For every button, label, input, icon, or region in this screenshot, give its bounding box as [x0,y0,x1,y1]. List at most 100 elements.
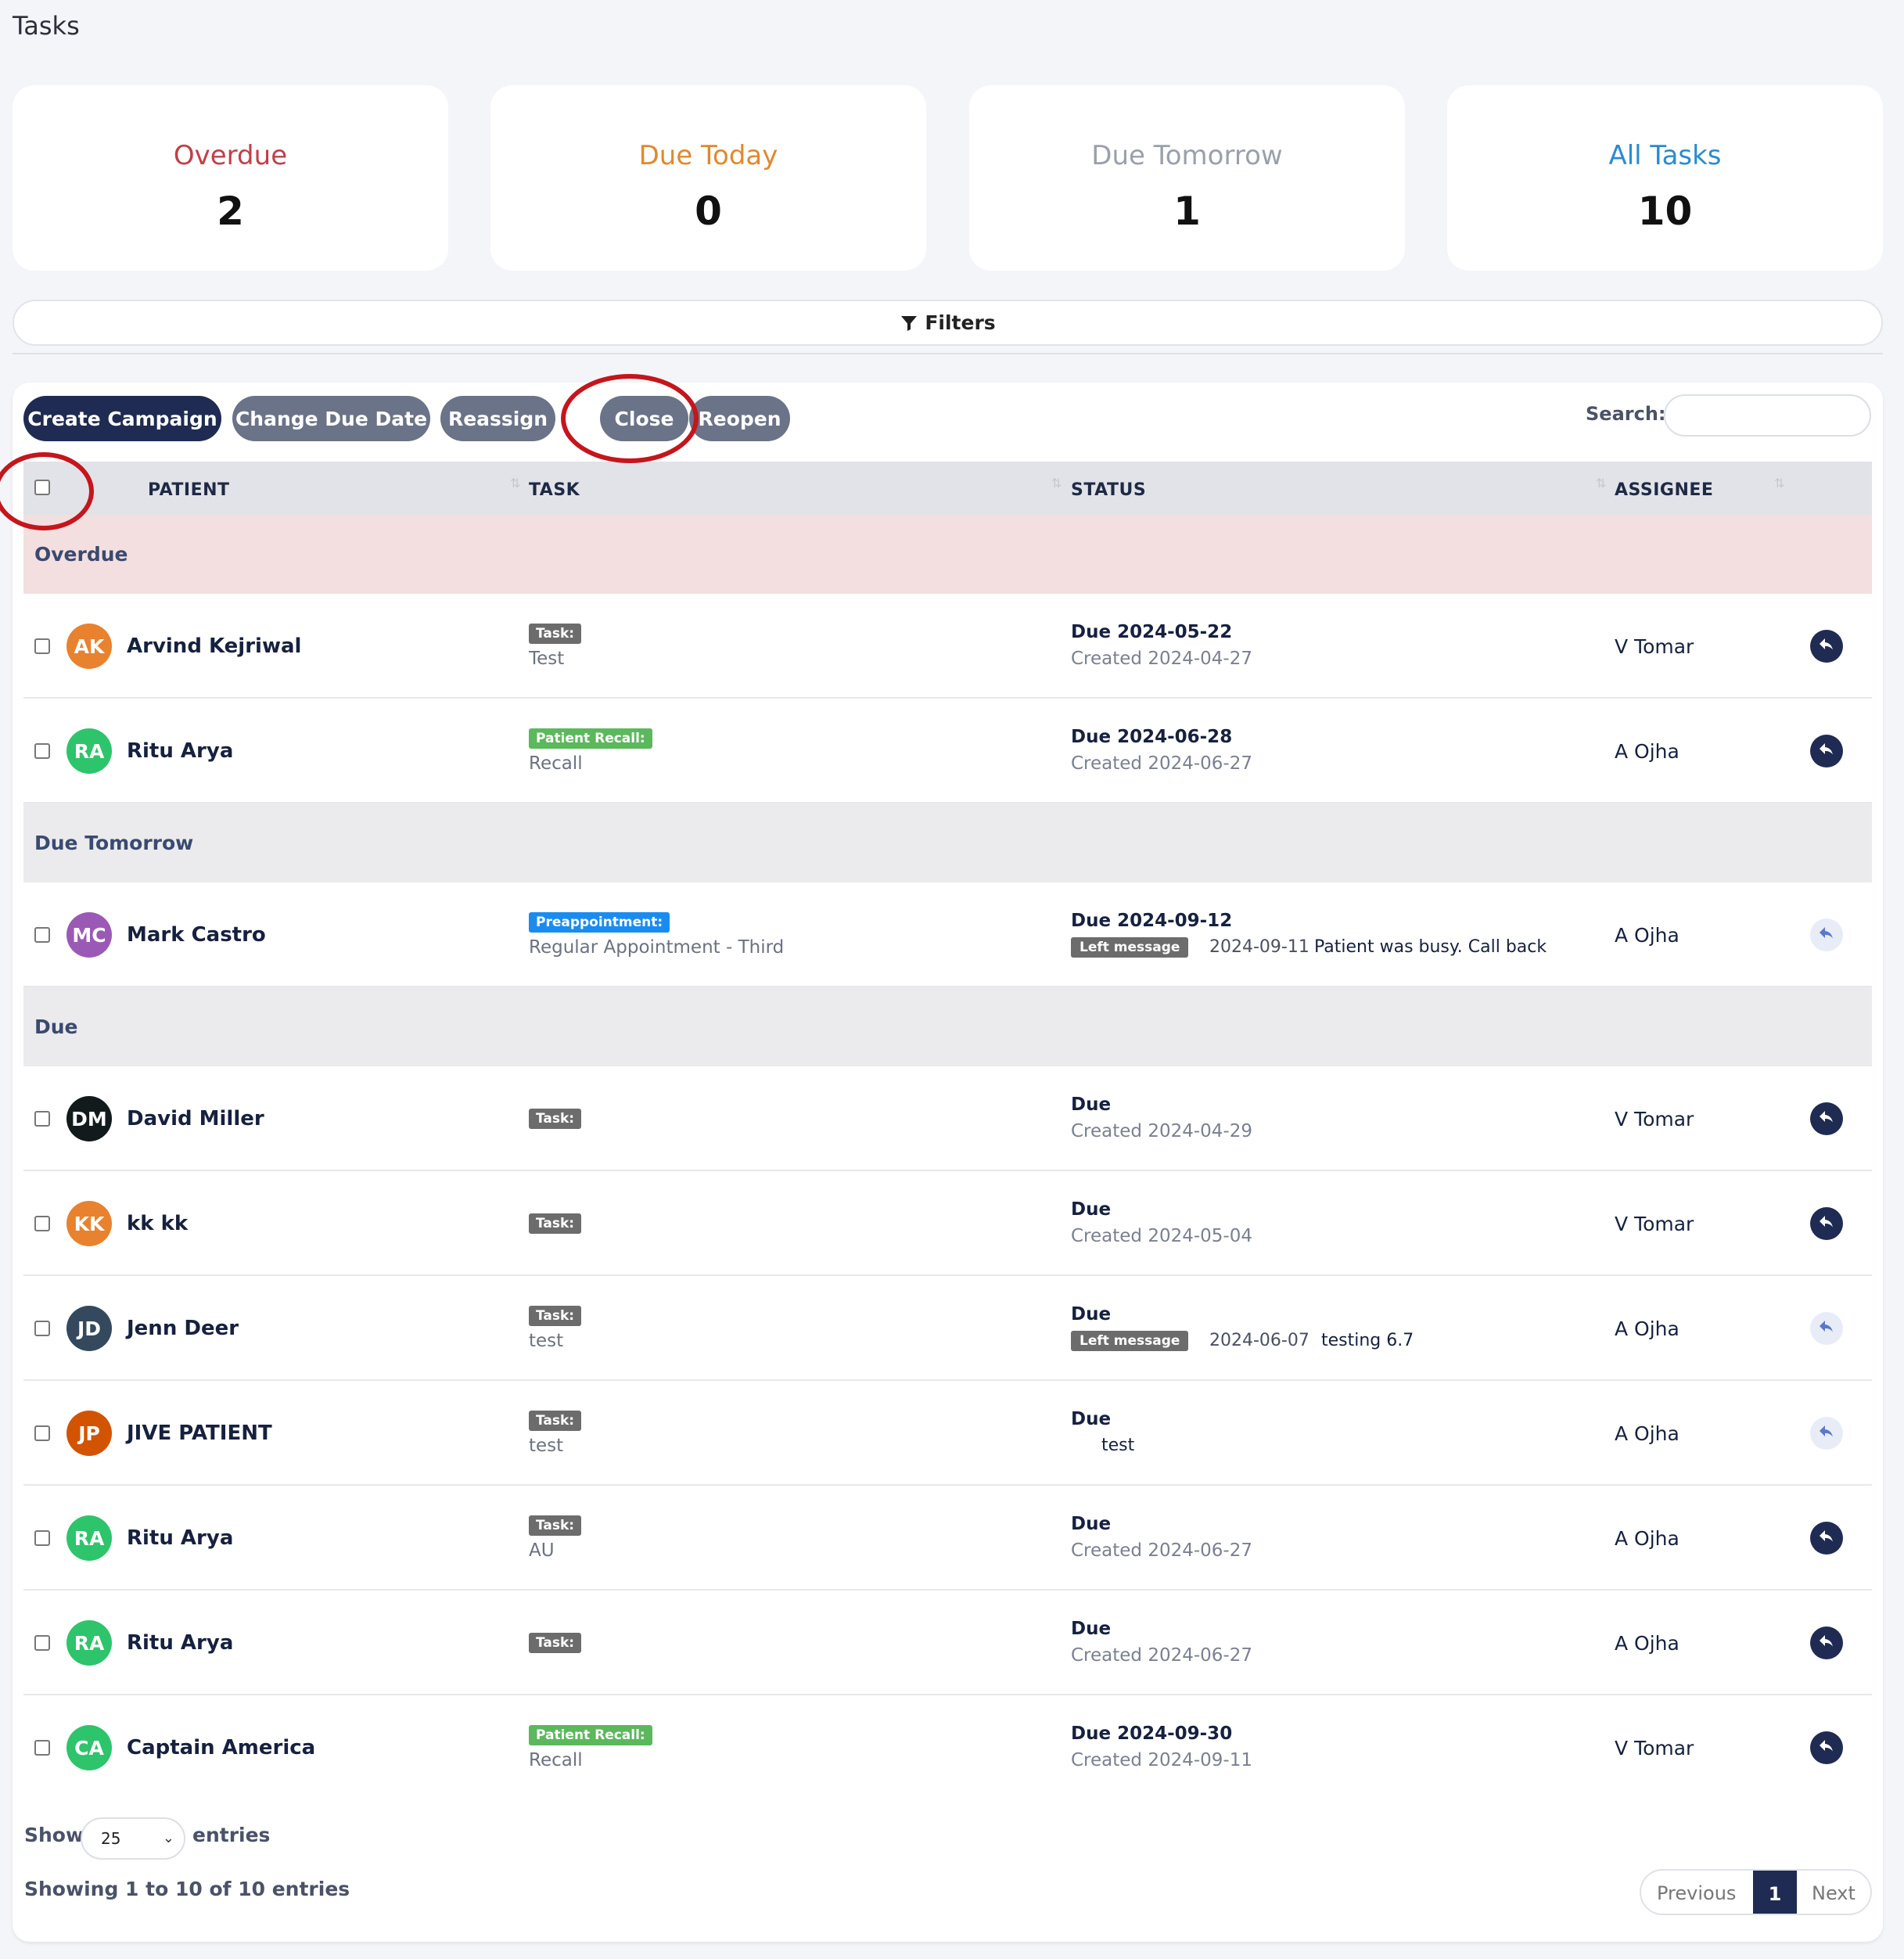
page-title: Tasks [13,11,80,41]
due-date: Due 2024-09-12 [1071,911,1233,931]
due-date: Due [1071,1095,1112,1115]
card-due-tomorrow[interactable]: Due Tomorrow 1 [969,85,1405,271]
patient-name[interactable]: Ritu Arya [127,739,234,763]
task-type-badge: Task: [529,1411,582,1431]
due-date: Due [1071,1199,1112,1220]
change-due-date-button[interactable]: Change Due Date [232,396,430,441]
divider [13,353,1883,354]
table-row[interactable]: RA Ritu Arya Task: Due Created 2024-06-2… [23,1591,1872,1695]
reply-button[interactable] [1810,1522,1843,1555]
patient-name[interactable]: JIVE PATIENT [127,1422,272,1445]
reply-button[interactable] [1810,630,1843,663]
due-date: Due [1071,1304,1112,1325]
filters-toggle[interactable]: Filters [13,300,1883,346]
card-due-today[interactable]: Due Today 0 [490,85,926,271]
row-checkbox[interactable] [34,638,50,654]
next-page-button[interactable]: Next [1812,1882,1856,1904]
created-date: Created 2024-04-27 [1071,649,1252,669]
row-checkbox[interactable] [34,1216,50,1231]
reply-icon [1820,927,1833,939]
card-overdue[interactable]: Overdue 2 [13,85,448,271]
card-all-tasks[interactable]: All Tasks 10 [1447,85,1883,271]
table-row[interactable]: KK kk kk Task: Due Created 2024-05-04 V … [23,1171,1872,1276]
reopen-button[interactable]: Reopen [689,396,790,441]
column-header-task[interactable]: TASK [529,480,580,500]
due-date: Due 2024-05-22 [1071,622,1233,642]
entries-label: entries [192,1824,271,1846]
showing-info: Showing 1 to 10 of 10 entries [24,1878,350,1900]
table-row[interactable]: RA Ritu Arya Patient Recall: Recall Due … [23,699,1872,803]
patient-name[interactable]: Captain America [127,1736,316,1760]
previous-page-button[interactable]: Previous [1657,1882,1737,1904]
assignee: V Tomar [1615,1213,1694,1235]
row-checkbox[interactable] [34,1425,50,1441]
reply-button[interactable] [1810,1417,1843,1450]
table-row[interactable]: AK Arvind Kejriwal Task: Test Due 2024-0… [23,594,1872,699]
sort-icon[interactable]: ⇅ [1596,476,1607,491]
note-badge: Left message [1071,1331,1189,1351]
column-header-patient[interactable]: PATIENT [148,480,230,500]
patient-name[interactable]: Ritu Arya [127,1526,234,1550]
search-input[interactable] [1664,394,1871,437]
page-1-button[interactable]: 1 [1753,1871,1797,1914]
note-text: test [1101,1436,1135,1455]
task-type-badge: Patient Recall: [529,728,652,749]
created-date: Created 2024-05-04 [1071,1226,1252,1246]
group-header-overdue: Overdue [23,515,1872,594]
avatar: KK [66,1201,112,1246]
table-row[interactable]: RA Ritu Arya Task: AU Due Created 2024-0… [23,1486,1872,1591]
task-description: test [529,1436,564,1456]
row-checkbox[interactable] [34,927,50,943]
reply-button[interactable] [1810,1731,1843,1764]
row-checkbox[interactable] [34,1111,50,1127]
note-date: 2024-09-11 [1209,937,1309,957]
task-description: AU [529,1540,555,1561]
sort-icon[interactable]: ⇅ [510,476,521,491]
row-checkbox[interactable] [34,1321,50,1336]
sort-icon[interactable]: ⇅ [1774,476,1785,491]
entries-select[interactable]: 25 ⌄ [81,1817,185,1860]
avatar: JP [66,1411,112,1456]
row-checkbox[interactable] [34,1530,50,1546]
summary-cards: Overdue 2 Due Today 0 Due Tomorrow 1 All… [13,85,1883,271]
reply-button[interactable] [1810,918,1843,951]
card-value: 0 [695,189,722,234]
reply-button[interactable] [1810,1207,1843,1240]
annotation-circle [561,374,699,463]
due-date: Due 2024-09-30 [1071,1724,1233,1744]
reply-icon [1820,1740,1833,1752]
reply-button[interactable] [1810,1627,1843,1659]
patient-name[interactable]: Mark Castro [127,923,266,947]
task-description: Recall [529,1750,583,1770]
patient-name[interactable]: Arvind Kejriwal [127,634,302,658]
create-campaign-button[interactable]: Create Campaign [23,396,221,441]
table-row[interactable]: JD Jenn Deer Task: test Due Left message… [23,1276,1872,1381]
table-row[interactable]: DM David Miller Task: Due Created 2024-0… [23,1066,1872,1171]
card-label: Overdue [173,140,288,171]
patient-name[interactable]: kk kk [127,1212,189,1235]
patient-name[interactable]: Ritu Arya [127,1631,234,1655]
reply-button[interactable] [1810,735,1843,767]
row-checkbox[interactable] [34,1635,50,1651]
reply-icon [1820,743,1833,755]
row-checkbox[interactable] [34,743,50,759]
task-type-badge: Task: [529,1306,582,1326]
reply-button[interactable] [1810,1312,1843,1345]
reassign-button[interactable]: Reassign [440,396,555,441]
reply-icon [1820,1635,1833,1647]
row-checkbox[interactable] [34,1740,50,1756]
table-row[interactable]: JP JIVE PATIENT Task: test Due test A Oj… [23,1381,1872,1486]
patient-name[interactable]: Jenn Deer [127,1317,239,1340]
assignee: A Ojha [1615,1317,1679,1340]
task-type-badge: Task: [529,1515,582,1536]
note-text: Patient was busy. Call back [1314,937,1547,957]
task-description: test [529,1331,564,1351]
reply-button[interactable] [1810,1102,1843,1135]
assignee: A Ojha [1615,1527,1679,1550]
column-header-status[interactable]: STATUS [1071,480,1147,500]
sort-icon[interactable]: ⇅ [1051,476,1062,491]
column-header-assignee[interactable]: ASSIGNEE [1615,480,1714,500]
table-row[interactable]: MC Mark Castro Preappointment: Regular A… [23,882,1872,987]
patient-name[interactable]: David Miller [127,1107,264,1130]
table-row[interactable]: CA Captain America Patient Recall: Recal… [23,1695,1872,1800]
